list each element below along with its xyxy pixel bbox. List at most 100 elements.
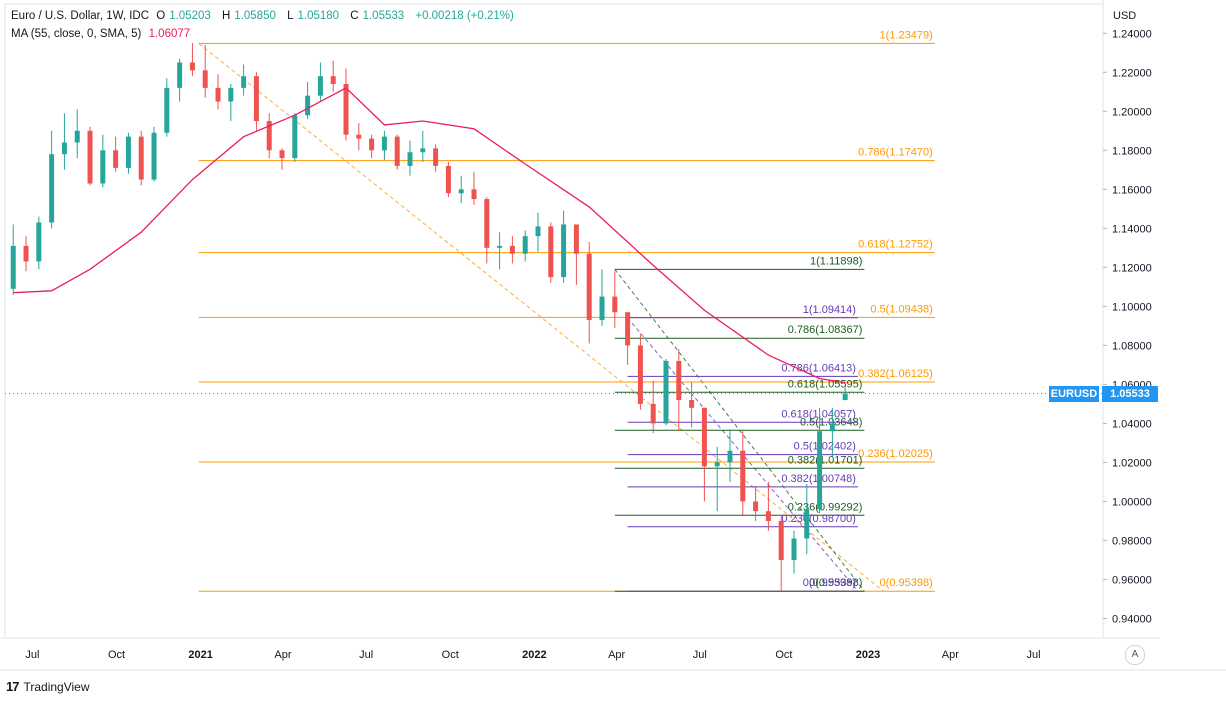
candle-body (791, 538, 797, 560)
candle-body (202, 70, 208, 88)
plot-area (4, 3, 1104, 639)
auto-scale-button[interactable]: A (1125, 645, 1145, 665)
candle-body (253, 76, 259, 122)
candle-body (61, 142, 67, 155)
x-tick-label: Jul (693, 649, 707, 661)
y-tick-label: 1.04000 (1112, 418, 1152, 430)
x-tick-label: Jul (25, 649, 39, 661)
candle-body (612, 296, 618, 313)
candle-body (625, 312, 631, 346)
candle-body (394, 136, 400, 166)
tradingview-logo-icon: 17 (6, 679, 20, 694)
candle-body (164, 87, 170, 133)
candle-body (701, 407, 707, 467)
fib-level-label: 0.618(1.04057) (781, 408, 856, 420)
tradingview-watermark[interactable]: 17 TradingView (6, 679, 90, 694)
price-axis-currency[interactable]: USD (1113, 10, 1137, 22)
change-value: +0.00218 (+0.21%) (415, 10, 514, 22)
x-tick-label: Apr (942, 649, 959, 661)
candle-body (753, 501, 759, 512)
candle-body (548, 226, 554, 278)
candle-body (663, 360, 669, 424)
candle-body (317, 76, 323, 96)
candle-body (817, 431, 823, 510)
fib-level-label: 0.236(0.99292) (788, 501, 863, 513)
ma-label[interactable]: MA (55, close, 0, SMA, 5) (11, 28, 142, 40)
candle-body (445, 165, 451, 194)
candle-body (113, 150, 119, 168)
candle-body (458, 189, 464, 194)
candle-body (369, 138, 375, 151)
fib-level-label: 1(1.11898) (810, 255, 862, 267)
candle-body (356, 134, 362, 139)
fib-level-label: 0.5(1.09438) (870, 303, 932, 315)
fib-level-label: 1(1.23479) (880, 29, 933, 41)
candle-body (740, 450, 746, 502)
fib-level-label: 0(0.95398) (809, 577, 862, 589)
candle-body (241, 76, 247, 88)
candle-body (49, 154, 55, 223)
open-value: 1.05203 (169, 10, 211, 22)
candle-body (74, 130, 80, 143)
fib-level-label: 0.618(1.12752) (858, 239, 933, 251)
ma-info-line: MA (55, close, 0, SMA, 5) 1.06077 (11, 28, 194, 40)
high-value: 1.05850 (234, 10, 276, 22)
fib-level-label: 0.786(1.08367) (788, 324, 863, 336)
candle-body (765, 511, 771, 521)
fib-level-label: 0.382(1.01701) (788, 454, 863, 466)
y-tick-label: 1.08000 (1112, 340, 1152, 352)
candle-body (586, 253, 592, 321)
fib-level-label: 0.236(0.98700) (781, 513, 856, 525)
candle-body (637, 345, 643, 404)
fib-level-label: 0(0.95398) (880, 577, 933, 589)
fib-level-label: 0(0.95398) (803, 577, 856, 589)
candle-body (471, 189, 477, 200)
candle-body (381, 136, 387, 151)
candle-body (497, 245, 503, 248)
candle-body (650, 403, 656, 424)
candle-body (100, 150, 106, 184)
candle-body (305, 95, 311, 116)
candle-body (330, 76, 336, 84)
x-tick-label: Jul (1026, 649, 1040, 661)
candle-body (125, 136, 131, 168)
candle-body (23, 245, 29, 262)
y-tick-label: 0.94000 (1112, 613, 1152, 625)
fib-trend-line (198, 43, 884, 592)
y-tick-label: 1.02000 (1112, 457, 1152, 469)
symbol-info-line: Euro / U.S. Dollar, 1W, IDC O 1.05203 H 1.… (11, 10, 514, 22)
candle-body (189, 62, 195, 71)
y-tick-label: 1.14000 (1112, 223, 1152, 235)
candle-body (151, 132, 157, 180)
candle-body (279, 150, 285, 159)
fib-level-label: 0.786(1.06413) (781, 362, 856, 374)
x-tick-label: Oct (442, 649, 459, 661)
candle-body (10, 245, 16, 289)
candle-body (778, 520, 784, 560)
candle-body (689, 400, 695, 408)
candle-body (535, 226, 541, 237)
y-tick-label: 1.10000 (1112, 301, 1152, 313)
y-tick-label: 0.96000 (1112, 574, 1152, 586)
x-tick-label: 2021 (188, 649, 212, 661)
fib-level-label: 0.236(1.02025) (858, 448, 933, 460)
candle-body (561, 224, 567, 278)
y-tick-label: 1.00000 (1112, 496, 1152, 508)
candle-body (407, 152, 413, 166)
moving-average-line (13, 87, 846, 384)
y-tick-label: 1.20000 (1112, 106, 1152, 118)
candle-body (829, 423, 835, 432)
candle-body (573, 224, 579, 254)
fib-level-label: 0.5(1.02402) (794, 441, 856, 453)
candle-body (599, 296, 605, 321)
candle-body (292, 115, 298, 159)
candle-body (484, 199, 490, 248)
candle-body (727, 450, 733, 463)
candle-body (804, 509, 810, 539)
fib-level-label: 1(1.09414) (803, 304, 856, 316)
fib-level-label: 0.786(1.17470) (858, 147, 933, 159)
symbol-title[interactable]: Euro / U.S. Dollar, 1W, IDC (11, 10, 150, 22)
x-tick-label: 2022 (522, 649, 546, 661)
symbol-price-tag: EURUSD (1049, 385, 1099, 402)
